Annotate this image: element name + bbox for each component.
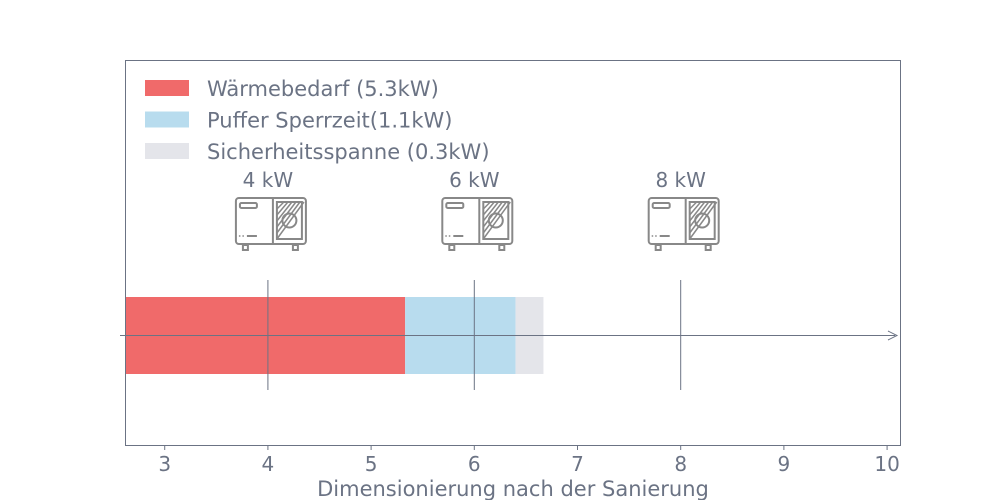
marker-label: 8 kW xyxy=(655,168,706,192)
axis-arrow xyxy=(120,330,899,341)
x-tick-label: 10 xyxy=(874,452,899,476)
legend-swatch xyxy=(145,80,189,96)
heat-pump-icon xyxy=(234,197,307,251)
heat-pump-icon xyxy=(441,197,514,251)
x-axis-label: Dimensionierung nach der Sanierung xyxy=(317,477,709,500)
legend-swatch xyxy=(145,143,189,159)
heat-pump-icon xyxy=(647,197,720,251)
x-tick-label: 9 xyxy=(778,452,791,476)
x-tick-label: 8 xyxy=(674,452,687,476)
x-tick-label: 4 xyxy=(262,452,275,476)
x-tick-label: 5 xyxy=(365,452,378,476)
legend-label: Puffer Sperrzeit(1.1kW) xyxy=(207,109,453,133)
legend: Wärmebedarf (5.3kW) Puffer Sperrzeit(1.1k… xyxy=(145,77,490,164)
legend-swatch xyxy=(145,111,189,128)
marker-label: 4 kW xyxy=(243,168,294,192)
x-tick-label: 7 xyxy=(571,452,584,476)
legend-label: Wärmebedarf (5.3kW) xyxy=(207,77,439,101)
x-tick-label: 3 xyxy=(158,452,171,476)
legend-label: Sicherheitsspanne (0.3kW) xyxy=(207,140,490,164)
markers: 4 kW 6 kW 8 kW xyxy=(234,168,720,390)
plot-frame xyxy=(125,60,901,446)
marker-label: 6 kW xyxy=(449,168,500,192)
x-tick-label: 6 xyxy=(468,452,481,476)
x-axis-ticks: 3 4 5 6 7 8 9 10 xyxy=(158,445,900,476)
